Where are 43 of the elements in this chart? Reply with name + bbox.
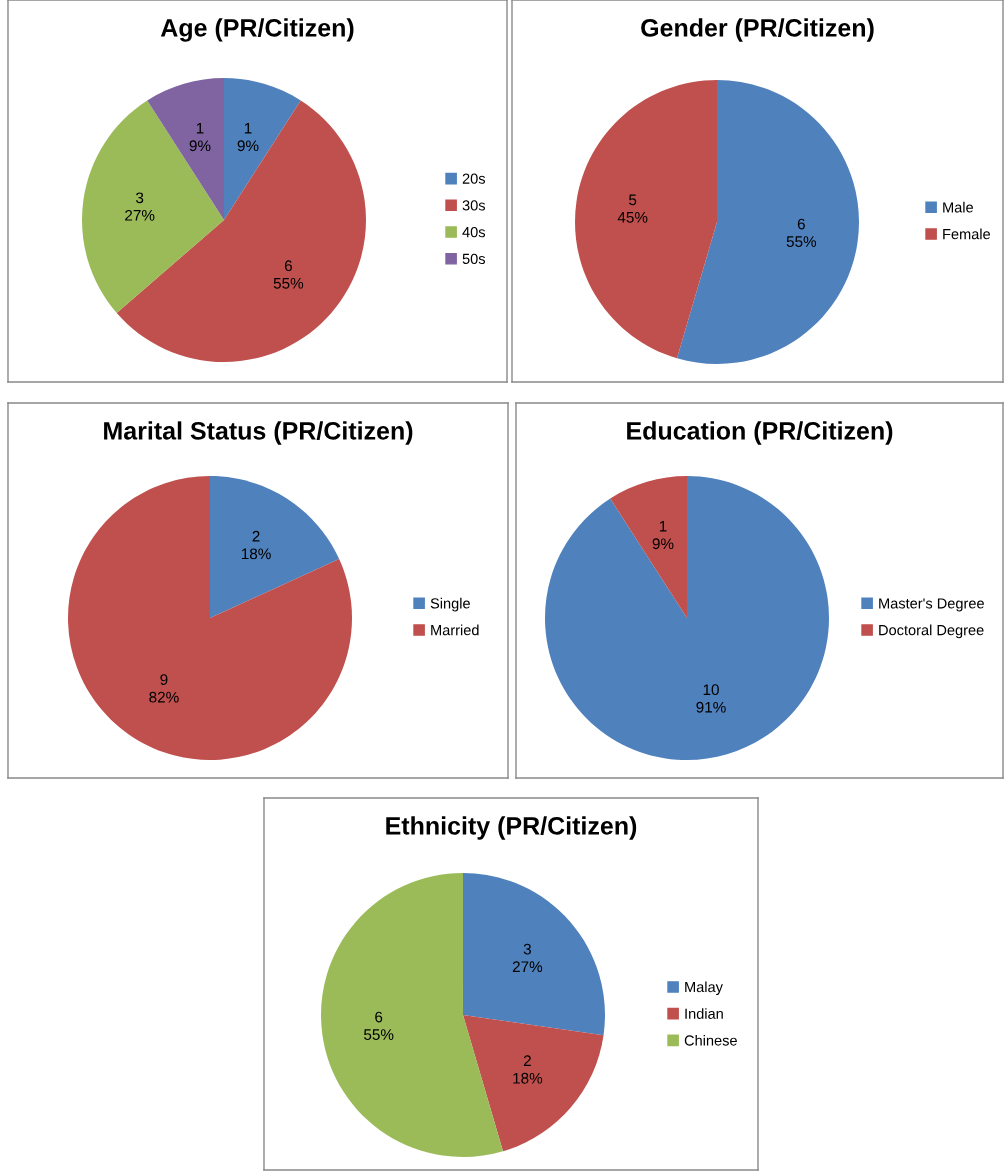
- data-label: 3 27%: [125, 192, 155, 221]
- legend-label: Married: [431, 624, 479, 636]
- data-label: 2 18%: [241, 530, 271, 560]
- pie-slice: [210, 476, 340, 618]
- pie-slice: [82, 100, 224, 313]
- data-label: 10 91%: [696, 684, 726, 713]
- data-label: 1 9%: [237, 122, 259, 152]
- data-label: 6 55%: [786, 218, 817, 248]
- pie-slice: [463, 1015, 604, 1152]
- legend-label: 30s: [462, 200, 486, 211]
- legend-label: 20s: [462, 173, 486, 184]
- pie-slice: [545, 476, 829, 760]
- data-label: 5 45%: [617, 194, 648, 223]
- chart-title: Marital Status (PR/Citizen): [104, 421, 413, 445]
- pie-slice: [116, 100, 366, 362]
- data-label: 9 82%: [149, 674, 179, 703]
- pie-slice: [575, 80, 717, 359]
- pie-slice: [676, 80, 859, 364]
- legend-label: Male: [943, 201, 973, 213]
- chart-title: Age (PR/Citizen): [160, 18, 354, 42]
- chart-title: Education (PR/Citizen): [627, 421, 893, 445]
- pie-slice: [321, 873, 504, 1157]
- chart-title: Gender (PR/Citizen): [641, 18, 874, 42]
- legend-label: Female: [943, 228, 991, 240]
- data-label: 1 9%: [652, 520, 674, 550]
- legend-label: Master's Degree: [879, 598, 984, 612]
- pie-slice: [463, 873, 605, 1036]
- pie-slice: [224, 78, 301, 220]
- chart-title: Ethnicity (PR/Citizen): [386, 816, 637, 840]
- data-label: 2 18%: [513, 1055, 543, 1084]
- legend-label: Doctoral Degree: [879, 624, 984, 639]
- data-label: 6 55%: [363, 1011, 394, 1041]
- data-label: 6 55%: [273, 260, 304, 289]
- pie-slice: [610, 476, 687, 618]
- legend-label: 50s: [462, 253, 486, 264]
- legend-label: Chinese: [684, 1034, 737, 1046]
- legend-label: 40s: [462, 226, 486, 238]
- pie-slice: [68, 476, 352, 760]
- legend-label: Single: [430, 597, 470, 612]
- data-label: 3 27%: [512, 943, 543, 973]
- legend-label: Indian: [685, 1008, 723, 1019]
- legend-label: Malay: [685, 981, 723, 996]
- data-label: 1 9%: [189, 122, 211, 152]
